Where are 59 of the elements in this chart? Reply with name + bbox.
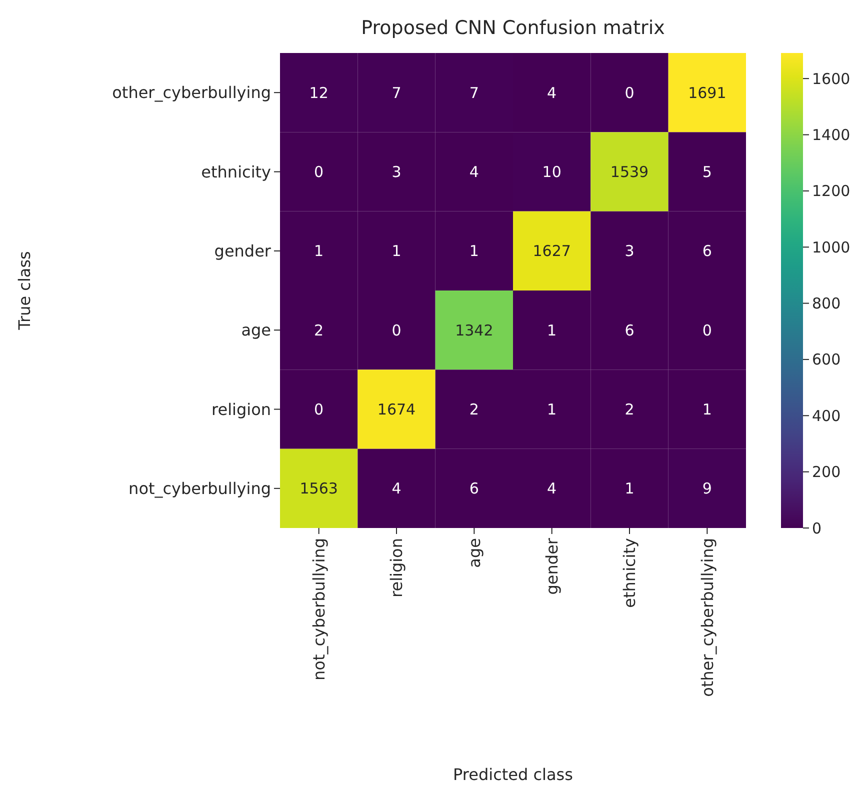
- chart-title: Proposed CNN Confusion matrix: [361, 17, 665, 39]
- data-label: 9: [702, 480, 712, 498]
- data-label: 0: [392, 321, 402, 340]
- data-label: 1691: [688, 84, 726, 102]
- color-bar-label: 1600: [812, 70, 850, 88]
- color-bar-label: 1000: [812, 238, 850, 256]
- data-label: 1: [547, 321, 557, 340]
- data-label: 1: [392, 242, 402, 260]
- x-tick-label: other_cyberbullying: [698, 538, 717, 697]
- data-label: 1: [547, 400, 557, 418]
- y-tick-label: religion: [212, 400, 271, 419]
- y-tick-label: ethnicity: [201, 162, 271, 182]
- data-label: 1563: [300, 480, 338, 498]
- data-label: 3: [624, 242, 634, 260]
- color-bar-label: 400: [812, 406, 841, 425]
- color-bar-label: 600: [812, 350, 841, 369]
- data-label: 0: [702, 321, 712, 340]
- data-label: 2: [624, 400, 634, 418]
- y-tick-label: other_cyberbullying: [112, 83, 271, 102]
- data-label: 1674: [377, 400, 416, 418]
- color-bar-label: 200: [812, 463, 841, 482]
- x-tick-label: gender: [542, 538, 562, 595]
- y-axis-title: True class: [15, 251, 34, 331]
- y-tick-label: age: [241, 320, 271, 340]
- data-label: 7: [392, 84, 402, 102]
- data-label: 4: [392, 480, 402, 498]
- data-label: 1: [314, 242, 324, 260]
- data-label: 0: [314, 163, 324, 181]
- y-tick-label: gender: [214, 242, 272, 261]
- data-label: 1627: [532, 242, 571, 260]
- data-label: 1: [469, 242, 479, 260]
- data-label: 2: [469, 400, 479, 418]
- data-label: 10: [542, 163, 562, 181]
- data-label: 6: [624, 321, 634, 340]
- data-label: 7: [469, 84, 479, 102]
- data-label: 1: [702, 400, 712, 418]
- x-tick-label: age: [464, 538, 484, 568]
- data-label: 1342: [455, 321, 494, 340]
- data-label: 5: [702, 163, 712, 181]
- color-bar-label: 1200: [812, 182, 850, 200]
- y-tick-label: not_cyberbullying: [128, 479, 271, 498]
- data-label: 4: [547, 480, 557, 498]
- data-label: 6: [702, 242, 712, 260]
- data-label: 12: [309, 84, 328, 102]
- color-bar-label: 800: [812, 294, 841, 313]
- color-bar-label: 0: [812, 519, 822, 538]
- data-label: 1539: [610, 163, 649, 181]
- data-label: 1: [624, 480, 634, 498]
- x-tick-label: religion: [387, 538, 406, 598]
- x-axis-title: Predicted class: [453, 765, 573, 784]
- data-label: 4: [547, 84, 557, 102]
- data-label: 3: [392, 163, 402, 181]
- data-label: 2: [314, 321, 324, 340]
- data-label: 0: [314, 400, 324, 418]
- data-label: 0: [624, 84, 634, 102]
- data-label: 6: [469, 480, 479, 498]
- data-label: 4: [469, 163, 479, 181]
- x-tick-label: ethnicity: [620, 538, 640, 608]
- color-bar-label: 1400: [812, 126, 850, 144]
